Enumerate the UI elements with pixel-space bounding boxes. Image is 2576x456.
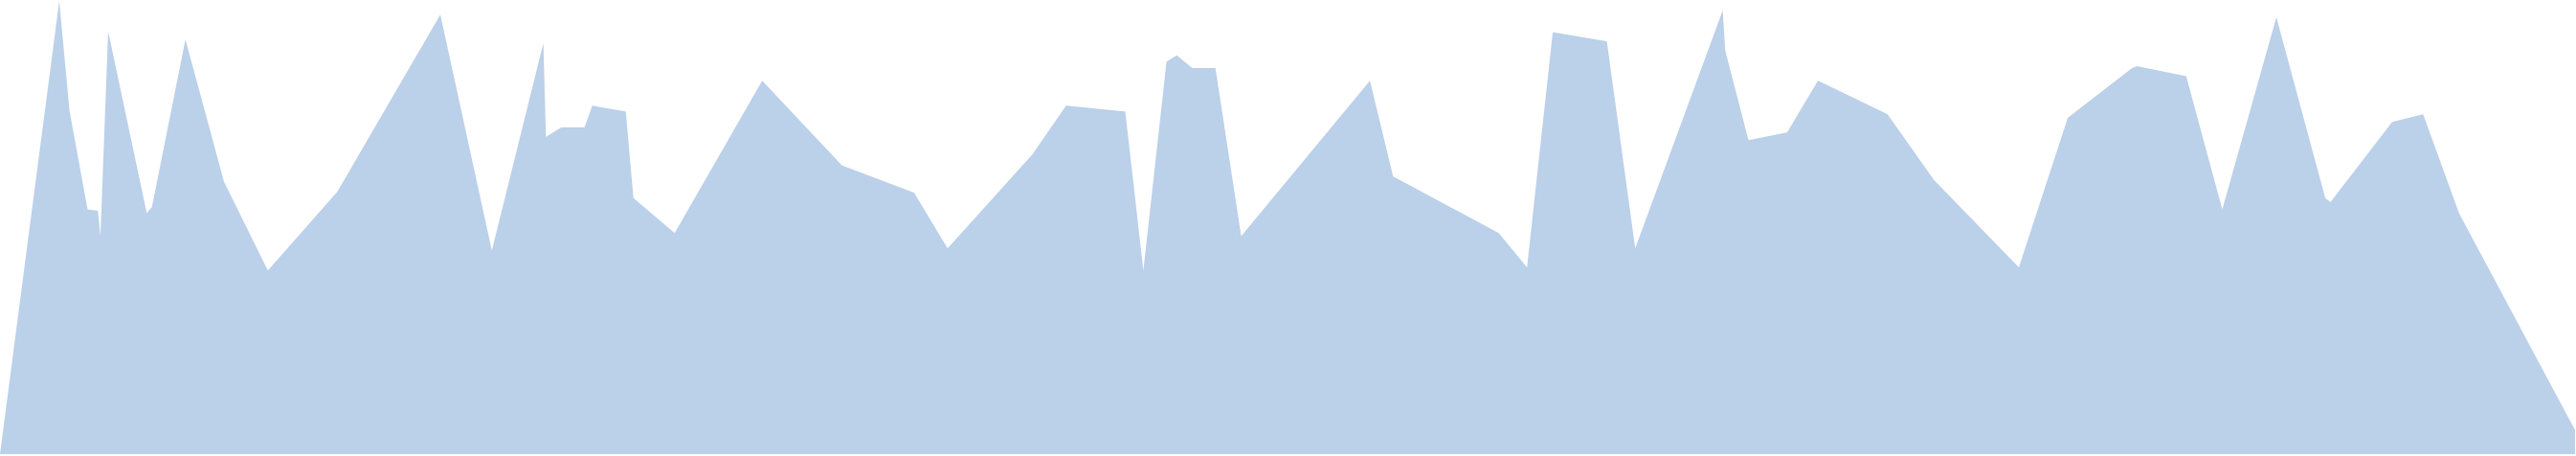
area-chart [0, 1, 2575, 454]
area-series-0 [0, 1, 2575, 454]
plot-area [0, 1, 2575, 454]
